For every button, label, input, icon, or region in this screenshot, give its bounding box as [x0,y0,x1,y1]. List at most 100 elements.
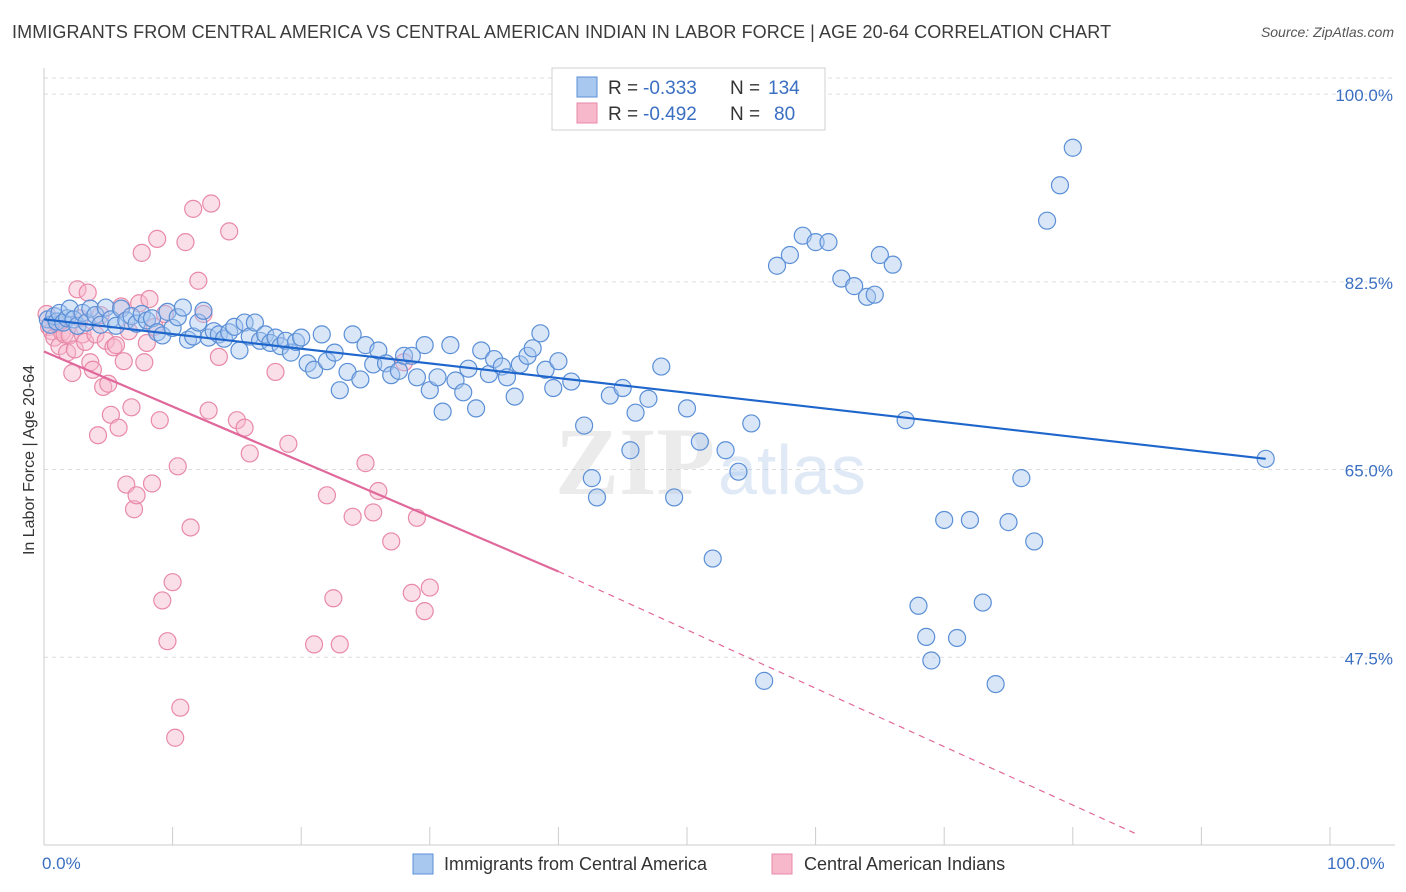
blue-point [626,403,645,422]
pink-point [148,229,167,249]
pink-point [227,411,246,430]
pink-point [266,362,285,382]
pink-point [356,454,375,473]
pink-point [114,352,133,371]
blue-point [716,441,735,460]
pink-point [420,578,439,597]
blue-point [1037,211,1057,230]
pink-point [65,340,84,359]
blue-point [755,671,774,690]
blue-point [865,285,884,304]
blue-point [999,513,1018,532]
blue-point [428,368,447,387]
pink-point [168,457,187,476]
blue-point [742,414,761,433]
blue-point [304,360,324,379]
blue-point [665,488,684,507]
pink-point [153,591,172,610]
pink-point [171,698,190,717]
blue-point [225,317,244,336]
blue-point [1012,469,1031,488]
pink-point [68,280,87,299]
pink-point [158,632,177,651]
blue-point [163,318,182,338]
blue-point [819,233,838,252]
blue-point [1050,176,1070,195]
y-tick-label: 100.0% [1335,86,1393,105]
blue-point [1025,532,1044,551]
blue-point [472,341,491,360]
blue-point [652,357,671,376]
pink-point [99,374,118,393]
blue-point [845,277,864,296]
blue-point [351,370,370,389]
pink-point [106,336,126,355]
blue-point [389,361,409,380]
blue-point [806,233,825,252]
pink-point [176,233,195,252]
legend-pink-r-value: -0.492 [643,104,697,125]
pink-point [415,602,434,621]
blue-point [613,378,632,398]
pink-point [163,573,182,592]
blue-point [194,301,213,320]
pink-point [181,518,200,537]
pink-point [88,426,108,445]
blue-point [173,298,192,317]
blue-point [142,309,162,328]
blue-point [153,326,172,345]
pink-point [382,532,401,551]
blue-point [292,328,311,347]
blue-point [1063,138,1082,157]
pink-point [209,347,228,367]
blue-point [582,469,601,488]
blue-point [523,339,542,358]
pink-point [150,411,169,430]
gridlines [44,77,1395,658]
blue-point [312,325,331,344]
pink-point [220,222,239,241]
blue-point [690,432,709,451]
blue-point [168,308,187,327]
pink-trend-line [43,350,559,573]
bottom-legend-pink-label: Central American Indians [804,854,1005,874]
blue-point [973,593,992,612]
pink-point [135,353,154,372]
pink-point [304,635,324,654]
blue-point [922,651,941,670]
legend-pink-n-label: N = [730,104,760,125]
legend-blue-n-label: N = [730,78,760,99]
blue-point [466,399,486,418]
legend-blue-r-label: R = [608,78,638,99]
y-tick-label: 82.5% [1345,274,1393,293]
y-tick-labels: 47.5% 65.0% 82.5% 100.0% [1335,86,1393,668]
blue-point [870,245,890,265]
pink-point [199,401,218,420]
pink-point [142,474,162,493]
pink-point [402,583,421,603]
legend-blue-swatch [576,76,598,98]
pink-point [127,486,146,505]
bottom-legend-pink-swatch [771,853,793,875]
blue-point [703,549,722,568]
pink-point [330,635,349,654]
blue-point [330,381,349,400]
blue-trend-line [43,318,1266,460]
pink-point [132,243,151,262]
blue-point [986,674,1005,694]
pink-point [76,332,95,351]
blue-point [621,441,640,460]
blue-point [575,416,594,435]
blue-point [343,325,362,344]
pink-point [184,199,203,218]
blue-point [677,399,697,418]
pink-point [94,377,113,397]
axes [43,68,1395,846]
blue-point [261,333,280,353]
blue-point [441,336,460,355]
blue-point [245,313,265,332]
blue-point [729,462,748,481]
pink-point [109,418,128,437]
pink-point [140,289,159,309]
